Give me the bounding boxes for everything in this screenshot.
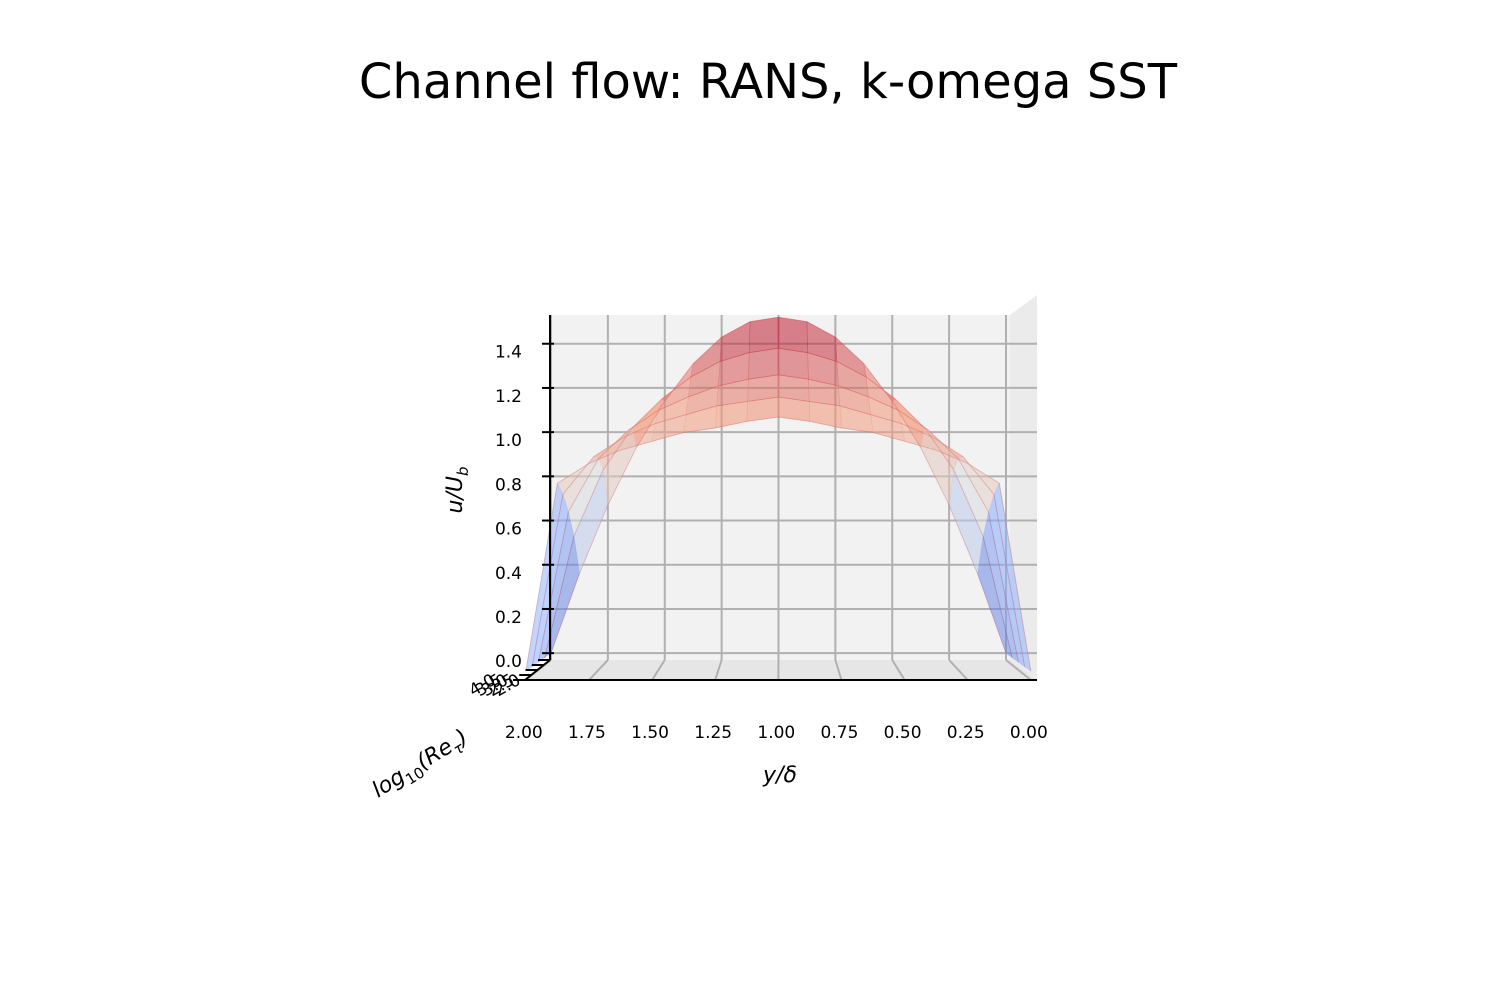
x-tick-label: 0.00	[1010, 723, 1048, 743]
x-tick-label: 1.75	[568, 723, 606, 743]
x-tick-label: 1.50	[631, 723, 669, 743]
surface-patch	[778, 347, 809, 380]
surface-profile	[550, 316, 1007, 654]
y-tick-label: 1.2	[495, 387, 522, 407]
grid-line	[1005, 659, 1032, 681]
x-tick-label: 2.00	[505, 723, 543, 743]
surface-patch	[748, 316, 779, 354]
grid-line	[714, 659, 723, 681]
axes: 2.00 1.75 1.50 1.25 1.00 0.75 0.50 0.25 0.00 0.0 0…	[466, 315, 1048, 743]
grid-line	[891, 659, 906, 681]
y-tick-label: 1.0	[495, 431, 522, 451]
y-tick-label: 0.4	[495, 564, 522, 584]
y-tick-label: 0.6	[495, 520, 522, 540]
grid-line	[948, 659, 969, 681]
x-tick-label: 1.25	[694, 723, 732, 743]
surface	[525, 316, 1032, 672]
grid-line	[651, 659, 666, 681]
x-axis-label: y/δ	[762, 763, 797, 788]
surface-patch	[778, 316, 808, 354]
grid-line	[834, 659, 843, 681]
y-axis-label: u/Ub	[443, 467, 472, 514]
surface-profile	[537, 374, 1019, 663]
y-tick-label: 0.0	[495, 652, 522, 672]
y-axis-label-main: u/U	[443, 476, 468, 513]
grid-line	[588, 659, 609, 681]
grid	[525, 315, 1037, 681]
surface-patch	[748, 347, 779, 380]
chart-title: Channel flow: RANS, k-omega SST	[359, 54, 1178, 110]
surface-profile	[525, 416, 1032, 672]
x-tick-label: 0.75	[821, 723, 859, 743]
side-pane	[1010, 295, 1037, 680]
y-tick-label: 1.4	[495, 343, 522, 363]
surface-profile	[544, 347, 1013, 658]
y-axis-label-subscript: b	[454, 467, 472, 477]
x-tick-label: 0.50	[884, 723, 922, 743]
surface-profile	[531, 396, 1026, 667]
x-tick-label: 1.00	[757, 723, 795, 743]
x-tick-label: 0.25	[947, 723, 985, 743]
y-tick-label: 0.2	[495, 608, 522, 628]
y-tick-label: 0.8	[495, 475, 522, 495]
floor-pane	[525, 660, 1037, 680]
